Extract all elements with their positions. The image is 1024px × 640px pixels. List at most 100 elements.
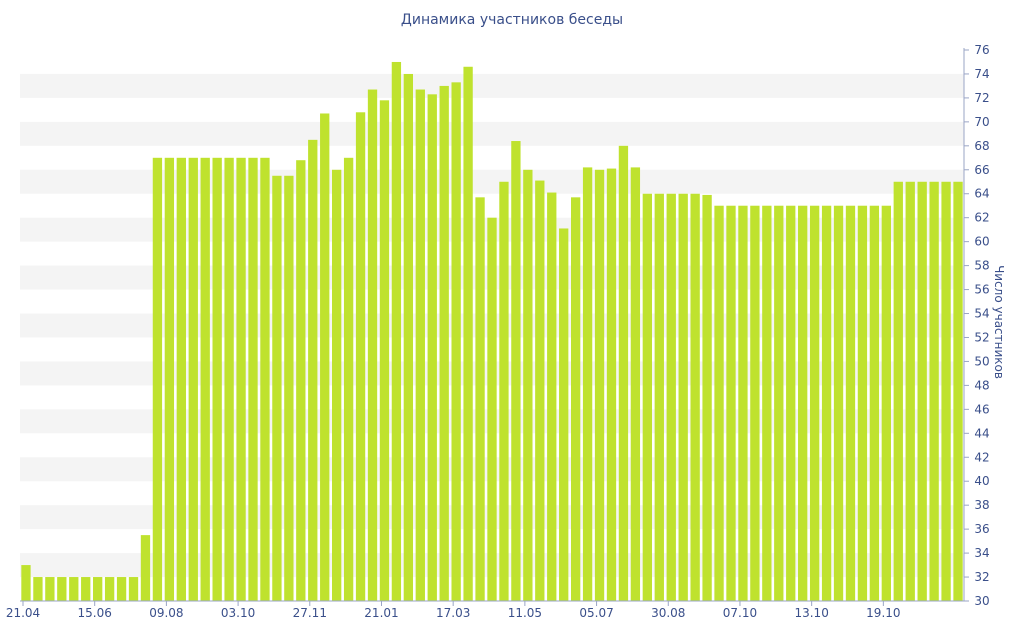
bar	[104, 577, 115, 601]
bar	[881, 205, 891, 601]
bar	[941, 181, 951, 601]
y-tick-label: 48	[974, 378, 989, 392]
y-tick-label: 64	[974, 187, 989, 201]
y-tick-label: 30	[974, 594, 989, 608]
bar	[953, 181, 963, 601]
bar	[774, 205, 784, 601]
bar	[798, 205, 808, 601]
bar	[511, 141, 521, 601]
bar	[702, 194, 712, 601]
bar	[606, 168, 617, 601]
bar	[821, 205, 832, 601]
x-tick-label: 03.10	[221, 606, 255, 620]
y-tick-label: 66	[974, 163, 989, 177]
bar	[308, 139, 318, 601]
y-tick-label: 54	[974, 307, 989, 321]
bar	[726, 205, 736, 601]
x-tick-label: 05.07	[579, 606, 613, 620]
bar	[786, 205, 796, 601]
grid-band	[20, 73, 964, 98]
y-tick-label: 38	[974, 498, 989, 512]
bar	[343, 157, 354, 602]
bar	[93, 577, 103, 601]
bar	[355, 112, 366, 601]
bar	[535, 180, 545, 601]
y-tick-label: 36	[974, 522, 989, 536]
bar	[367, 89, 378, 601]
x-tick-label: 21.01	[364, 606, 398, 620]
bar	[140, 535, 151, 601]
bar	[570, 197, 581, 601]
bar-series	[21, 61, 963, 602]
bar	[582, 167, 593, 601]
x-tick-label: 27.11	[293, 606, 327, 620]
bar	[248, 157, 258, 602]
y-tick-label: 62	[974, 211, 989, 225]
bar	[81, 577, 91, 601]
y-tick-label: 52	[974, 330, 989, 344]
y-tick-label: 74	[974, 67, 989, 81]
bar	[391, 61, 402, 602]
y-tick-label: 32	[974, 570, 989, 584]
bar	[762, 205, 772, 601]
x-tick-label: 19.10	[866, 606, 900, 620]
bar	[45, 577, 55, 601]
bar	[320, 113, 330, 601]
x-tick-label: 30.08	[651, 606, 685, 620]
x-axis: 21.04 15.06 09.08 03.10 27.11 21.01 17.03 11.05…	[6, 600, 964, 620]
y-tick-label: 76	[974, 43, 989, 57]
y-tick-label: 44	[974, 426, 989, 440]
bar	[212, 157, 222, 602]
bar	[869, 205, 880, 601]
bar	[845, 205, 856, 601]
bar	[809, 205, 820, 601]
bar	[833, 205, 844, 601]
bar	[559, 228, 569, 602]
bar	[594, 169, 605, 601]
y-axis-title: Число участников	[992, 265, 1006, 379]
chart-title: Динамика участников беседы	[400, 12, 624, 28]
y-tick-label: 70	[974, 115, 989, 129]
bar	[164, 157, 175, 602]
x-tick-label: 07.10	[723, 606, 757, 620]
bar	[547, 192, 557, 602]
y-tick-label: 60	[974, 235, 989, 249]
bar	[69, 577, 79, 601]
bar	[738, 205, 748, 601]
bar	[272, 175, 282, 601]
bar	[678, 193, 688, 602]
bar	[630, 167, 641, 601]
bar	[236, 157, 246, 602]
y-tick-label: 46	[974, 402, 989, 416]
bar	[642, 193, 652, 602]
y-tick-label: 72	[974, 91, 989, 105]
y-tick-label: 42	[974, 450, 989, 464]
y-tick-label: 58	[974, 259, 989, 273]
bar	[463, 66, 473, 601]
bar	[403, 73, 414, 601]
bar	[128, 577, 139, 601]
bar	[33, 577, 43, 601]
x-tick-label: 15.06	[78, 606, 112, 620]
bar	[296, 160, 306, 601]
y-axis: 30 32 34 36 38 40 42 44 46 48 50 52 54 56 58 60 62 64 66 68…	[963, 43, 990, 608]
bar	[116, 577, 127, 601]
bar	[200, 157, 210, 602]
bar	[905, 181, 915, 601]
x-tick-label: 13.10	[794, 606, 828, 620]
bar	[451, 82, 461, 602]
bar	[224, 157, 234, 602]
bar	[750, 205, 760, 601]
y-tick-label: 34	[974, 546, 989, 560]
bar	[176, 157, 186, 602]
bar	[21, 565, 31, 601]
bar	[690, 193, 700, 602]
bar	[714, 205, 724, 601]
bar	[929, 181, 939, 601]
bar	[188, 157, 198, 602]
bar	[439, 85, 449, 602]
bar	[523, 169, 533, 601]
bar	[260, 157, 270, 602]
bar	[618, 145, 629, 601]
